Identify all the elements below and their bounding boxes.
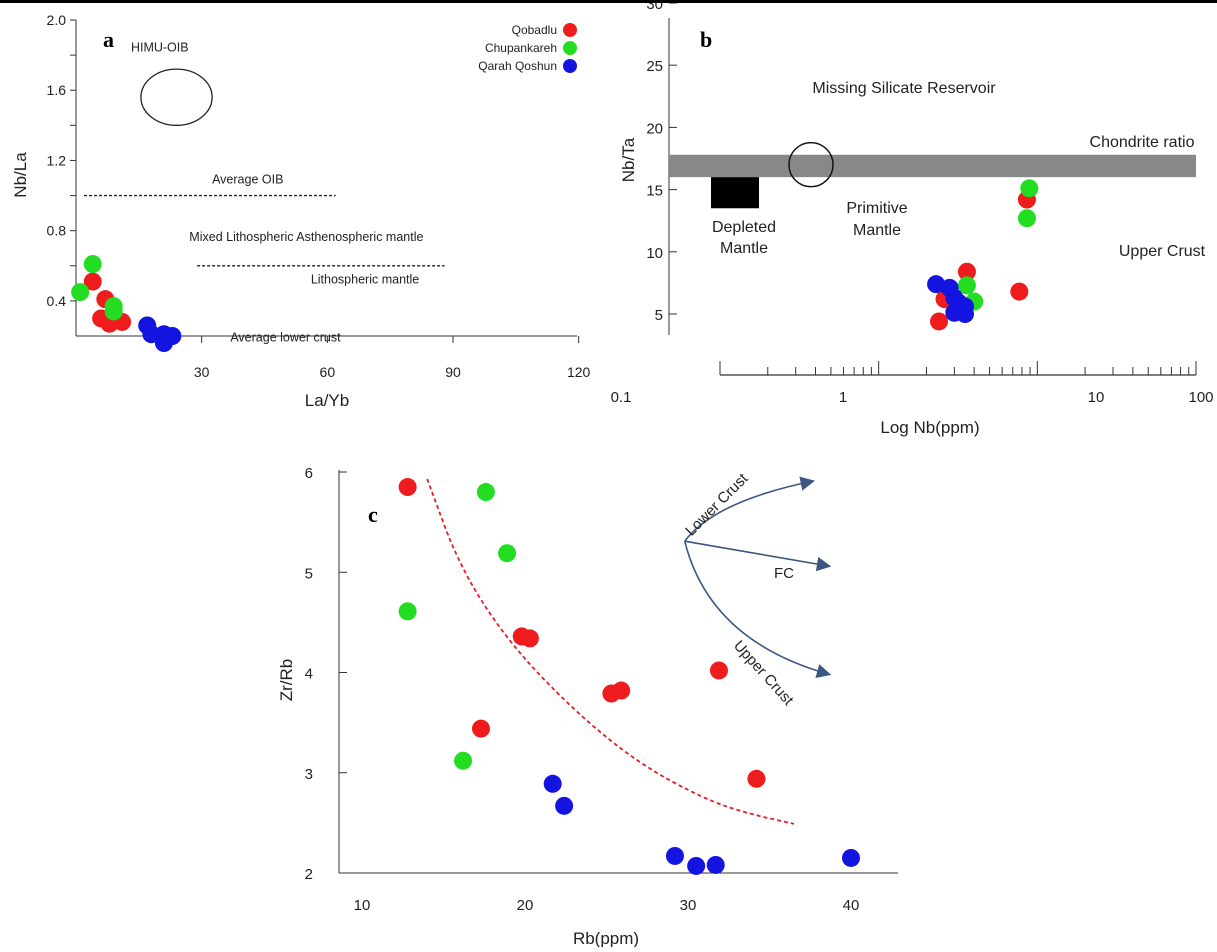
- b-annotation: Upper Crust: [1119, 243, 1206, 260]
- c-vector-label: Lower Crust: [682, 470, 752, 540]
- c-y-tick-label: 6: [305, 465, 313, 482]
- a-himu-ellipse: [140, 68, 213, 126]
- a-x-tick-label: 60: [320, 364, 336, 380]
- c-point: [842, 848, 860, 867]
- b-annotation: Mantle: [720, 240, 768, 257]
- c-y-tick-label: 3: [305, 766, 313, 783]
- a-legend-marker: [563, 23, 577, 37]
- a-x-tick-label: 90: [445, 364, 461, 380]
- a-x-tick-label: 30: [194, 364, 210, 380]
- a-legend-label: Qarah Qoshun: [478, 59, 557, 73]
- b-annotation: Mantle: [853, 222, 901, 239]
- b-annotation: Depleted: [712, 219, 776, 236]
- c-vector-fc: [684, 540, 832, 572]
- c-point: [706, 855, 725, 874]
- c-x-tick-label: 20: [517, 897, 534, 914]
- a-point: [83, 255, 102, 274]
- b-y-tick-label: 30: [646, 0, 663, 13]
- b-x-tick-label: 10: [1088, 389, 1105, 406]
- b-point: [957, 276, 976, 295]
- b-x-tick-label: 100: [1188, 389, 1213, 406]
- b-point: [929, 312, 948, 331]
- a-legend-marker: [563, 59, 577, 73]
- c-trend-curve: [426, 478, 795, 825]
- a-panel-label: a: [103, 27, 114, 52]
- b-point: [1010, 282, 1029, 301]
- c-point: [612, 681, 631, 700]
- c-panel-label: c: [368, 502, 378, 527]
- c-vector-label: FC: [774, 565, 794, 582]
- b-annotation: Missing Silicate Reservoir: [812, 80, 996, 97]
- a-annotation: HIMU-OIB: [131, 41, 189, 55]
- b-y-tick-label: 20: [646, 120, 663, 137]
- b-point: [927, 275, 946, 294]
- c-y-axis-label: Zr/Rb: [277, 659, 296, 702]
- a-legend-label: Qobadlu: [512, 23, 557, 37]
- b-panel-label: b: [700, 27, 712, 52]
- b-y-tick-label: 5: [655, 307, 663, 324]
- b-annotation: Chondrite ratio: [1090, 134, 1195, 151]
- c-y-tick-label: 5: [305, 565, 313, 582]
- b-x-tick-label: 1: [839, 389, 847, 406]
- c-point: [498, 544, 517, 563]
- c-point: [665, 846, 684, 865]
- c-y-tick-label: 4: [305, 666, 313, 683]
- b-point: [955, 305, 974, 323]
- c-x-tick-label: 30: [680, 897, 697, 914]
- c-point: [454, 751, 473, 770]
- b-y-axis-label: Nb/Ta: [619, 137, 638, 182]
- c-x-tick-label: 10: [354, 897, 371, 914]
- a-annotation: Mixed Lithospheric Asthenospheric mantle: [189, 230, 423, 244]
- a-annotation: Lithospheric mantle: [311, 272, 419, 286]
- a-point: [83, 272, 102, 291]
- a-y-tick-label: 2.0: [47, 12, 67, 28]
- b-chondrite-band: [669, 154, 1196, 178]
- c-point: [543, 774, 562, 793]
- b-depleted-mantle-box: [711, 177, 759, 209]
- b-y-tick-label: 15: [646, 183, 663, 200]
- c-point: [471, 719, 490, 738]
- b-point: [957, 262, 976, 281]
- c-vector-upper-crust: [683, 540, 832, 678]
- a-legend-marker: [563, 41, 577, 55]
- c-point: [687, 856, 706, 875]
- a-x-tick-label: 120: [567, 364, 591, 380]
- c-point: [398, 478, 417, 497]
- b-point: [1020, 179, 1039, 198]
- c-point: [555, 796, 574, 815]
- c-point: [520, 629, 539, 648]
- a-point: [71, 283, 90, 302]
- a-point: [163, 327, 182, 345]
- a-y-tick-label: 1.6: [47, 82, 67, 98]
- b-annotation: Primitive: [846, 200, 907, 217]
- c-x-axis-label: Rb(ppm): [573, 929, 639, 947]
- c-point: [398, 602, 417, 621]
- a-annotation: Average lower crust: [230, 330, 341, 344]
- a-y-axis-label: Nb/La: [11, 152, 30, 198]
- b-y-tick-label: 25: [646, 58, 663, 75]
- c-vector-label: Upper Crust: [730, 637, 797, 709]
- a-annotation: Average OIB: [212, 172, 283, 186]
- c-y-tick-label: 2: [305, 866, 313, 883]
- c-point: [709, 661, 728, 680]
- b-x-axis-label: Log Nb(ppm): [880, 418, 979, 437]
- b-y-tick-label: 10: [646, 245, 663, 262]
- a-x-axis-label: La/Yb: [305, 391, 349, 410]
- b-x-tick-label: 0.1: [611, 389, 632, 406]
- b-primitive-circle: [788, 142, 834, 188]
- c-x-tick-label: 40: [843, 897, 860, 914]
- a-point: [104, 302, 123, 321]
- b-point: [1017, 209, 1036, 228]
- a-y-tick-label: 0.8: [47, 223, 67, 239]
- c-point: [476, 483, 495, 502]
- a-legend-label: Chupankareh: [485, 41, 557, 55]
- a-y-tick-label: 0.4: [47, 293, 67, 309]
- a-point: [142, 325, 161, 344]
- c-point: [747, 769, 766, 788]
- c-vector-lower-crust: [684, 476, 815, 542]
- a-y-tick-label: 1.2: [47, 152, 67, 168]
